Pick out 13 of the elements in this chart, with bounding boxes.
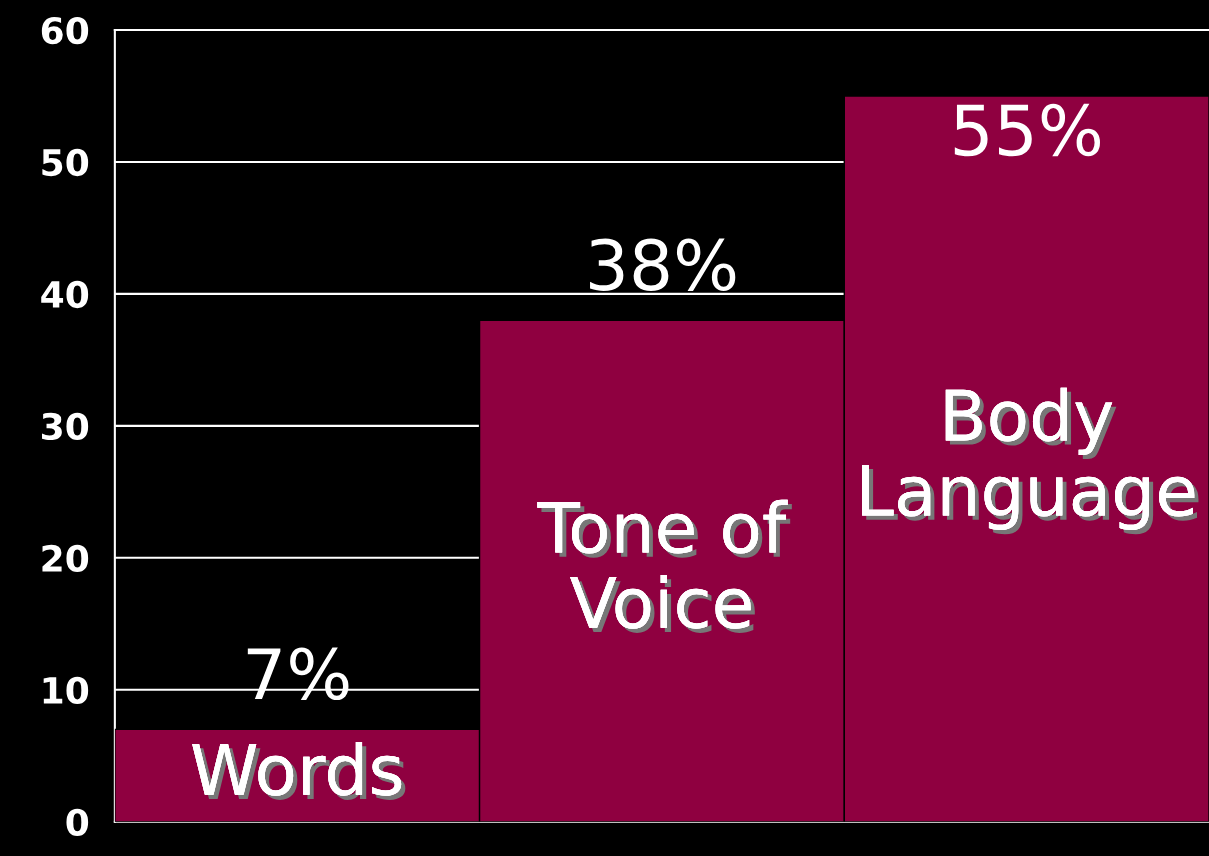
y-tick-label: 30	[42, 412, 89, 441]
data-label: 38%	[590, 238, 736, 291]
y-tick-label: 50	[42, 148, 89, 177]
y-tick-label: 60	[41, 16, 89, 45]
x-tick-label: Tone of Voice	[537, 499, 792, 633]
y-tick-label: 40	[41, 280, 89, 309]
y-tick-label: 20	[42, 544, 89, 573]
data-label: 7%	[247, 647, 349, 701]
y-tick-label: 0	[66, 808, 89, 836]
x-tick-label: Body Language	[862, 387, 1199, 535]
y-tick-label: 10	[43, 676, 89, 705]
data-label: 55%	[954, 103, 1100, 157]
x-tick-label: Words	[192, 741, 406, 800]
